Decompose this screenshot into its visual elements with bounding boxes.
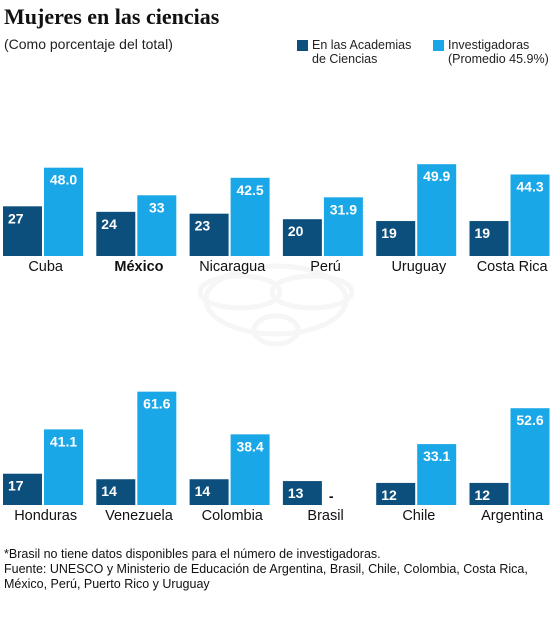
value-label-investigadoras-venezuela: 61.6	[143, 396, 170, 412]
legend-label-investigadoras: Investigadoras (Promedio 45.9%)	[448, 38, 549, 66]
value-label-investigadoras-uruguay: 49.9	[423, 168, 450, 184]
category-label-honduras: Honduras	[14, 508, 77, 524]
value-label-academias-chile: 12	[381, 487, 397, 503]
chart-subtitle: (Como porcentaje del total)	[4, 36, 173, 52]
value-label-academias-mexico: 24	[101, 216, 117, 232]
bar-academias-uruguay	[376, 221, 416, 256]
value-label-investigadoras-chile: 33.1	[423, 448, 450, 464]
chart-title: Mujeres en las ciencias	[4, 4, 220, 29]
watermark-shape-2	[269, 273, 355, 311]
value-label-investigadoras-mexico: 33	[149, 199, 165, 215]
value-label-investigadoras-argentina: 52.6	[516, 412, 543, 428]
value-label-academias-peru: 20	[288, 223, 304, 239]
bar-academias-chile	[376, 482, 416, 505]
category-label-colombia: Colombia	[202, 508, 264, 524]
bar-investigadoras-honduras	[44, 429, 83, 505]
legend-swatch-academias	[297, 40, 308, 51]
legend-label-investigadoras-line1: Investigadoras	[448, 38, 530, 52]
bar-academias-colombia	[189, 479, 229, 505]
bar-investigadoras-cuba	[44, 167, 83, 256]
value-label-academias-costa-rica: 19	[475, 225, 491, 241]
bar-investigadoras-argentina	[510, 408, 550, 505]
value-label-investigadoras-peru: 31.9	[330, 201, 357, 217]
watermark-emblem	[197, 263, 355, 347]
bar-investigadoras-mexico	[137, 195, 177, 256]
bar-investigadoras-colombia	[230, 434, 270, 505]
bar-academias-cuba	[3, 206, 42, 256]
bar-chart: 27 48.0 Cuba 24 33 México 23 42.5 Nicaragua 20 31.…	[3, 164, 550, 524]
legend-item-academias: En las Academias de Ciencias	[297, 38, 411, 66]
bar-investigadoras-peru	[323, 197, 363, 256]
category-label-mexico: México	[114, 259, 163, 275]
category-label-cuba: Cuba	[28, 259, 64, 275]
note-brasil: *Brasil no tiene datos disponibles para …	[4, 547, 381, 561]
legend-label-academias: En las Academias de Ciencias	[312, 38, 411, 66]
category-label-costa-rica: Costa Rica	[477, 259, 549, 275]
value-label-investigadoras-colombia: 38.4	[236, 438, 263, 454]
footnotes: *Brasil no tiene datos disponibles para …	[4, 547, 549, 592]
legend-label-academias-line2: de Ciencias	[312, 52, 378, 66]
value-label-academias-argentina: 12	[475, 487, 491, 503]
category-label-venezuela: Venezuela	[105, 508, 174, 524]
bar-investigadoras-nicaragua	[230, 177, 270, 256]
value-label-academias-nicaragua: 23	[195, 218, 211, 234]
bar-academias-brasil	[282, 481, 322, 505]
value-label-academias-brasil: 13	[288, 485, 304, 501]
legend-item-investigadoras: Investigadoras (Promedio 45.9%)	[433, 38, 549, 66]
category-label-argentina: Argentina	[481, 508, 544, 524]
bar-investigadoras-uruguay	[417, 164, 457, 256]
note-source: Fuente: UNESCO y Ministerio de Educación…	[4, 562, 528, 591]
bar-investigadoras-venezuela	[137, 391, 177, 505]
bar-academias-honduras	[3, 473, 42, 505]
legend-label-investigadoras-line2: (Promedio 45.9%)	[448, 52, 549, 66]
bar-investigadoras-costa-rica	[510, 174, 550, 256]
category-label-peru: Perú	[310, 259, 341, 275]
value-label-investigadoras-brasil: -	[329, 488, 334, 504]
bar-academias-costa-rica	[469, 221, 509, 256]
category-label-chile: Chile	[402, 508, 435, 524]
value-label-academias-honduras: 17	[8, 478, 24, 494]
watermark-shape-3	[251, 313, 301, 347]
bar-academias-peru	[282, 219, 322, 256]
bar-academias-nicaragua	[189, 213, 229, 256]
category-label-uruguay: Uruguay	[391, 259, 447, 275]
value-label-academias-colombia: 14	[195, 483, 211, 499]
category-label-nicaragua: Nicaragua	[199, 259, 266, 275]
value-label-investigadoras-costa-rica: 44.3	[516, 178, 543, 194]
bar-academias-venezuela	[96, 479, 136, 505]
bar-academias-mexico	[96, 211, 136, 256]
bar-investigadoras-chile	[417, 444, 457, 505]
watermark-shape-1	[197, 273, 283, 311]
category-label-brasil: Brasil	[307, 508, 343, 524]
legend-swatch-investigadoras	[433, 40, 444, 51]
value-label-investigadoras-nicaragua: 42.5	[236, 182, 263, 198]
bar-academias-argentina	[469, 482, 509, 505]
value-label-academias-cuba: 27	[8, 210, 24, 226]
value-label-academias-venezuela: 14	[101, 483, 117, 499]
value-label-investigadoras-cuba: 48.0	[50, 172, 77, 188]
value-label-academias-uruguay: 19	[381, 225, 397, 241]
value-label-investigadoras-honduras: 41.1	[50, 433, 77, 449]
legend-label-academias-line1: En las Academias	[312, 38, 412, 52]
